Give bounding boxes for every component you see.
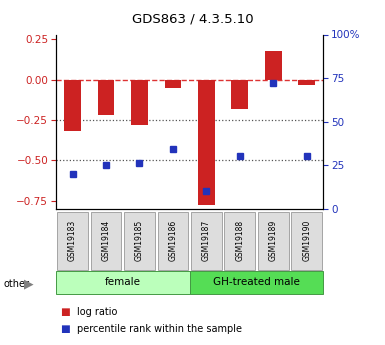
Bar — [265, 51, 281, 80]
FancyBboxPatch shape — [224, 212, 255, 270]
Text: GSM19186: GSM19186 — [168, 220, 177, 261]
Bar — [298, 80, 315, 85]
Text: GSM19183: GSM19183 — [68, 220, 77, 261]
Bar — [198, 80, 215, 206]
FancyBboxPatch shape — [56, 272, 189, 294]
Text: log ratio: log ratio — [77, 307, 117, 317]
Bar — [131, 80, 148, 125]
FancyBboxPatch shape — [291, 212, 322, 270]
Text: ■: ■ — [60, 325, 69, 334]
FancyBboxPatch shape — [189, 272, 323, 294]
Text: GSM19185: GSM19185 — [135, 220, 144, 261]
Text: GH-treated male: GH-treated male — [213, 277, 300, 287]
Bar — [98, 80, 114, 115]
Text: GDS863 / 4.3.5.10: GDS863 / 4.3.5.10 — [132, 12, 253, 25]
Text: GSM19187: GSM19187 — [202, 220, 211, 261]
Text: other: other — [4, 279, 30, 288]
Text: GSM19190: GSM19190 — [302, 220, 311, 261]
Text: GSM19189: GSM19189 — [269, 220, 278, 261]
FancyBboxPatch shape — [90, 212, 121, 270]
FancyBboxPatch shape — [191, 212, 222, 270]
Bar — [164, 80, 181, 88]
Text: GSM19188: GSM19188 — [235, 220, 244, 261]
Text: percentile rank within the sample: percentile rank within the sample — [77, 325, 242, 334]
FancyBboxPatch shape — [124, 212, 155, 270]
FancyBboxPatch shape — [157, 212, 188, 270]
Text: ■: ■ — [60, 307, 69, 317]
FancyBboxPatch shape — [258, 212, 289, 270]
FancyBboxPatch shape — [57, 212, 88, 270]
Text: ▶: ▶ — [24, 277, 34, 290]
Text: female: female — [105, 277, 141, 287]
Text: GSM19184: GSM19184 — [102, 220, 110, 261]
Bar — [64, 80, 81, 131]
Bar — [231, 80, 248, 109]
